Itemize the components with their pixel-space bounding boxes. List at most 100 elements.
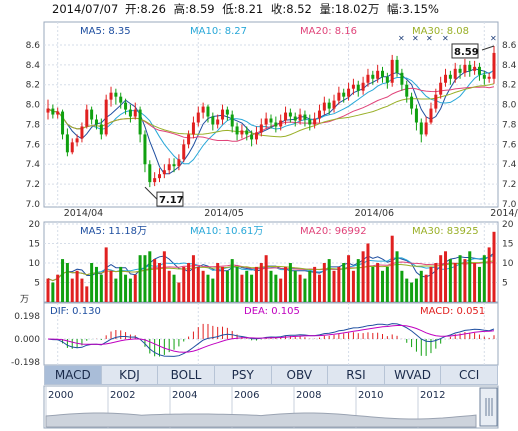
- price-x-tick: 2014/05: [204, 208, 243, 219]
- volume-bar: [337, 266, 341, 302]
- volume-bar: [366, 243, 370, 302]
- macd-legend-macd: MACD: 0.051: [420, 306, 485, 317]
- volume-bar: [157, 263, 162, 302]
- volume-bar: [114, 278, 118, 302]
- candle-body: [337, 92, 341, 101]
- volume-bar: [240, 274, 244, 302]
- candle-body: [376, 70, 380, 79]
- tab-rsi[interactable]: RSI: [328, 366, 385, 384]
- volume-bar: [477, 266, 481, 302]
- candle-body: [124, 102, 128, 110]
- candle-body: [424, 122, 428, 135]
- volume-bar: [191, 255, 195, 302]
- volume-bar: [70, 278, 74, 302]
- tab-boll[interactable]: BOLL: [158, 366, 215, 384]
- volume-bar: [400, 270, 404, 302]
- volume-bar: [211, 278, 215, 302]
- volume-bar: [347, 255, 351, 302]
- candle-body: [148, 164, 152, 183]
- volume-bar: [187, 263, 191, 302]
- volume-bar: [458, 255, 462, 302]
- candle-body: [80, 126, 84, 139]
- volume-bar: [419, 270, 423, 302]
- header-info: 2014/07/07 开:8.26 高:8.59 低:8.21 收:8.52 量…: [52, 2, 439, 16]
- candle-body: [405, 84, 409, 97]
- volume-bar: [317, 274, 321, 302]
- macd-panel-frame: [43, 302, 499, 366]
- candle-body: [317, 110, 321, 119]
- volume-bar: [492, 231, 496, 302]
- volume-y-tick-right: 20: [502, 220, 514, 230]
- volume-bar: [245, 270, 249, 302]
- volume-y-tick-left: 20: [29, 220, 41, 230]
- volume-bar: [254, 266, 258, 302]
- volume-bar: [51, 282, 55, 302]
- volume-bar: [259, 263, 263, 302]
- candle-body: [75, 138, 79, 143]
- candle-body: [46, 108, 50, 113]
- volume-bar: [424, 274, 428, 302]
- candle-body: [61, 111, 65, 135]
- volume-bar: [148, 251, 152, 302]
- candle-body: [211, 116, 215, 125]
- volume-bar: [487, 247, 491, 302]
- volume-bar: [80, 278, 84, 302]
- volume-bar: [172, 274, 176, 302]
- candle-body: [419, 122, 423, 135]
- candle-body: [235, 126, 239, 135]
- candle-body: [410, 96, 414, 109]
- event-marker-icon: ✕: [490, 34, 497, 43]
- volume-bar: [453, 263, 457, 302]
- volume-bar: [468, 251, 472, 302]
- candle-body: [347, 88, 351, 97]
- volume-bar: [405, 278, 409, 302]
- candle-body: [293, 116, 297, 121]
- tab-psy[interactable]: PSY: [215, 366, 272, 384]
- candle-body: [274, 122, 278, 127]
- tab-wvad[interactable]: WVAD: [385, 366, 442, 384]
- volume-bar: [439, 255, 443, 302]
- candle-body: [463, 64, 467, 73]
- candle-body: [119, 96, 123, 103]
- candle-body: [65, 134, 69, 153]
- volume-bar: [313, 266, 317, 302]
- candle-body: [395, 59, 399, 73]
- volume-bar: [332, 270, 336, 302]
- volume-bar: [250, 274, 254, 302]
- candle-body: [172, 164, 176, 167]
- candle-body: [104, 99, 108, 135]
- volume-bar: [128, 278, 132, 302]
- volume-bar: [361, 251, 365, 302]
- volume-bar: [390, 235, 394, 302]
- volume-bar: [298, 274, 302, 302]
- candle-body: [308, 119, 312, 125]
- volume-bar: [380, 270, 385, 302]
- volume-y-tick-right: 15: [502, 240, 513, 250]
- volume-bar: [274, 274, 278, 302]
- volume-bar: [303, 278, 307, 302]
- candle-body: [191, 122, 195, 135]
- tab-obv[interactable]: OBV: [272, 366, 329, 384]
- price-y-tick-left: 8.6: [26, 41, 41, 51]
- candle-body: [250, 134, 254, 140]
- volume-bar: [65, 263, 69, 302]
- tab-kdj[interactable]: KDJ: [102, 366, 159, 384]
- price-x-tick: 2014/07: [490, 208, 518, 219]
- event-marker-icon: ✕: [426, 34, 433, 43]
- candle-body: [492, 52, 496, 79]
- candle-body: [380, 70, 385, 77]
- price-y-tick-right: 7.4: [502, 160, 517, 170]
- volume-bar: [124, 274, 128, 302]
- candle-body: [216, 119, 220, 125]
- tab-macd[interactable]: MACD: [45, 366, 102, 384]
- candle-body: [453, 68, 457, 79]
- volume-bar: [342, 263, 346, 302]
- candle-body: [327, 102, 331, 109]
- price-y-tick-right: 8.0: [502, 101, 517, 111]
- candle-body: [269, 118, 273, 123]
- volume-bar: [196, 266, 200, 302]
- volume-bar: [351, 270, 355, 302]
- tab-cci[interactable]: CCI: [459, 368, 480, 382]
- volume-bar: [138, 255, 142, 302]
- volume-bar: [119, 266, 123, 302]
